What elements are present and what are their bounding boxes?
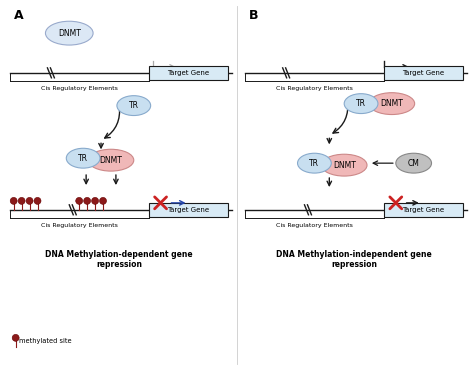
Text: CM: CM [408, 159, 419, 168]
Text: DNMT: DNMT [100, 156, 122, 165]
Ellipse shape [369, 93, 415, 115]
Text: methylated site: methylated site [19, 338, 72, 344]
Bar [384, 203, 463, 217]
Ellipse shape [88, 149, 134, 171]
Circle shape [18, 198, 25, 204]
Text: TR: TR [356, 99, 366, 108]
Text: TR: TR [78, 154, 88, 163]
Text: Cis Regulatory Elements: Cis Regulatory Elements [276, 86, 353, 91]
Bar [149, 203, 228, 217]
Circle shape [83, 198, 91, 204]
Text: Cis Regulatory Elements: Cis Regulatory Elements [41, 223, 118, 228]
Text: DNMT: DNMT [58, 28, 81, 38]
Bar [149, 66, 228, 80]
Circle shape [26, 198, 33, 204]
Circle shape [10, 198, 17, 204]
Text: Cis Regulatory Elements: Cis Regulatory Elements [41, 86, 118, 91]
Text: TR: TR [310, 159, 319, 168]
Circle shape [34, 198, 41, 204]
Ellipse shape [46, 21, 93, 45]
Text: Target Gene: Target Gene [167, 207, 210, 213]
Text: Cis Regulatory Elements: Cis Regulatory Elements [276, 223, 353, 228]
Ellipse shape [117, 96, 151, 115]
Text: TR: TR [129, 101, 139, 110]
Circle shape [91, 198, 99, 204]
Bar [384, 66, 463, 80]
Ellipse shape [344, 94, 378, 114]
Ellipse shape [66, 148, 100, 168]
Text: Target Gene: Target Gene [167, 70, 210, 76]
Circle shape [12, 334, 19, 341]
Ellipse shape [298, 153, 331, 173]
Text: DNMT: DNMT [381, 99, 403, 108]
Text: B: B [249, 9, 258, 22]
Text: DNA Methylation-independent gene
repression: DNA Methylation-independent gene repress… [276, 249, 432, 269]
Text: Target Gene: Target Gene [402, 70, 445, 76]
Circle shape [76, 198, 82, 204]
Text: DNA Methylation-dependent gene
repression: DNA Methylation-dependent gene repressio… [45, 249, 193, 269]
Text: DNMT: DNMT [333, 161, 356, 170]
Ellipse shape [396, 153, 431, 173]
Ellipse shape [321, 154, 367, 176]
Text: Target Gene: Target Gene [402, 207, 445, 213]
Circle shape [100, 198, 107, 204]
Text: A: A [14, 9, 23, 22]
